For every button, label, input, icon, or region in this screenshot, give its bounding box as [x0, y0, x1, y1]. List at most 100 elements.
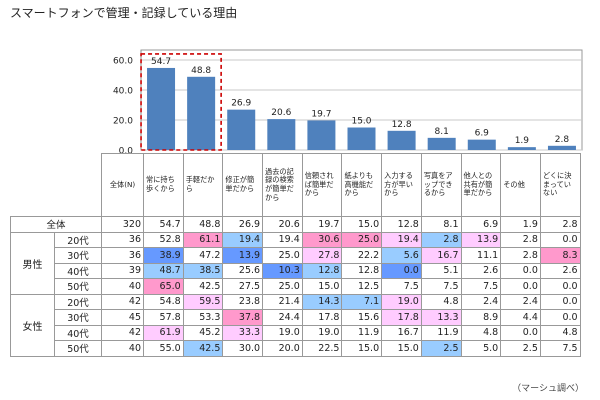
segment-label: 男性: [10, 231, 55, 295]
n-cell: 42: [101, 293, 144, 310]
value-cell: 2.8: [420, 231, 462, 248]
value-cell: 15.0: [341, 216, 383, 233]
value-cell: 2.5: [420, 340, 462, 357]
column-header: 紙よりも高機能だから: [341, 153, 383, 217]
value-cell: 19.0: [381, 293, 422, 310]
value-cell: 10.3: [262, 262, 303, 279]
data-label: 2.8: [555, 135, 570, 145]
value-cell: 21.4: [262, 293, 303, 310]
value-cell: 13.9: [460, 231, 502, 248]
table-row: 30代 45 57.8 53.3 37.8 24.4 17.8 15.6 17.8 13.3 8.9…: [11, 309, 581, 326]
header-row: 全体(N) 常に持ち歩くから 手軽だから 修正が簡単だから 過去の記録の検索が簡単だから…: [11, 153, 581, 217]
value-cell: 8.9: [460, 309, 502, 326]
value-cell: 0.0: [500, 324, 541, 341]
value-cell: 61.1: [182, 231, 224, 248]
value-cell: 19.4: [222, 231, 264, 248]
data-table: 全体(N) 常に持ち歩くから 手軽だから 修正が簡単だから 過去の記録の検索が簡単だから…: [10, 153, 581, 357]
value-cell: 20.6: [262, 216, 303, 233]
value-cell: 7.5: [460, 278, 502, 295]
value-cell: 17.8: [381, 309, 422, 326]
value-cell: 5.6: [381, 247, 422, 264]
value-cell: 7.5: [539, 340, 581, 357]
n-cell: 42: [101, 324, 144, 341]
age-label: 20代: [54, 231, 102, 248]
y-tick-label: 20.0: [113, 117, 133, 127]
bar: [347, 127, 376, 150]
value-cell: 13.3: [420, 309, 462, 326]
y-tick-label: 40.0: [113, 87, 133, 97]
y-tick-label: 0.0: [119, 147, 134, 156]
value-cell: 45.2: [182, 324, 224, 341]
value-cell: 2.8: [500, 247, 541, 264]
data-label: 6.9: [475, 129, 490, 139]
value-cell: 54.8: [143, 293, 184, 310]
table-row: 男性 20代 36 52.8 61.1 19.4 19.4 30.6 25.0 19.4 2.8 13…: [10, 231, 581, 295]
bar: [307, 120, 336, 150]
value-cell: 14.3: [301, 293, 343, 310]
value-cell: 0.0: [500, 278, 541, 295]
bar: [267, 119, 296, 150]
bar: [227, 109, 256, 150]
column-header: 他人との共有が簡単だから: [460, 153, 502, 217]
value-cell: 0.0: [539, 293, 581, 310]
column-header: 修正が簡単だから: [222, 153, 264, 217]
value-cell: 19.4: [262, 231, 303, 248]
value-cell: 2.8: [500, 231, 541, 248]
table-row: 50代 40 65.0 42.5 27.5 25.0 15.0 12.5 7.5 7.5 7.5 0.…: [11, 278, 581, 295]
value-cell: 19.7: [301, 216, 343, 233]
value-cell: 1.9: [500, 216, 541, 233]
n-cell: 36: [101, 231, 144, 248]
value-cell: 15.0: [381, 340, 422, 357]
value-cell: 25.6: [222, 262, 264, 279]
value-cell: 0.0: [500, 262, 541, 279]
highlight-box: [140, 53, 222, 151]
value-cell: 20.0: [262, 340, 303, 357]
value-cell: 48.8: [182, 216, 224, 233]
value-cell: 61.9: [143, 324, 184, 341]
value-cell: 7.5: [381, 278, 422, 295]
data-label: 20.6: [271, 108, 291, 118]
value-cell: 11.1: [460, 247, 502, 264]
column-header: 入力する方が早いから: [381, 153, 422, 217]
value-cell: 2.4: [460, 293, 502, 310]
value-cell: 4.8: [420, 293, 462, 310]
value-cell: 52.8: [143, 231, 184, 248]
value-cell: 33.3: [222, 324, 264, 341]
value-cell: 2.6: [460, 262, 502, 279]
bar: [187, 76, 216, 150]
n-cell: 320: [101, 216, 144, 233]
value-cell: 12.8: [301, 262, 343, 279]
value-cell: 55.0: [143, 340, 184, 357]
data-label: 1.9: [515, 136, 530, 146]
value-cell: 19.4: [381, 231, 422, 248]
value-cell: 12.8: [341, 262, 383, 279]
age-label: 50代: [54, 340, 102, 357]
value-cell: 11.9: [420, 324, 462, 341]
value-cell: 12.5: [341, 278, 383, 295]
n-cell: 39: [101, 262, 144, 279]
data-label: 48.8: [191, 66, 211, 76]
bar: [427, 137, 456, 150]
value-cell: 26.9: [222, 216, 264, 233]
value-cell: 6.9: [460, 216, 502, 233]
value-cell: 25.0: [262, 278, 303, 295]
n-cell: 40: [101, 340, 144, 357]
age-label: 40代: [54, 262, 102, 279]
column-header: 過去の記録の検索が簡単だから: [262, 153, 303, 217]
value-cell: 8.3: [539, 247, 581, 264]
value-cell: 59.5: [182, 293, 224, 310]
value-cell: 25.0: [262, 247, 303, 264]
value-cell: 15.0: [301, 278, 343, 295]
table-row: 50代 40 55.0 42.5 30.0 20.0 22.5 15.0 15.0 2.5 5.0 2…: [11, 340, 581, 357]
age-label: 30代: [54, 247, 102, 264]
value-cell: 0.0: [381, 262, 422, 279]
value-cell: 65.0: [143, 278, 184, 295]
value-cell: 27.8: [301, 247, 343, 264]
value-cell: 15.0: [341, 340, 383, 357]
value-cell: 42.5: [182, 340, 224, 357]
value-cell: 22.5: [301, 340, 343, 357]
bar: [147, 67, 176, 150]
data-label: 26.9: [231, 99, 251, 109]
column-header: 常に持ち歩くから: [143, 153, 184, 217]
value-cell: 30.6: [301, 231, 343, 248]
